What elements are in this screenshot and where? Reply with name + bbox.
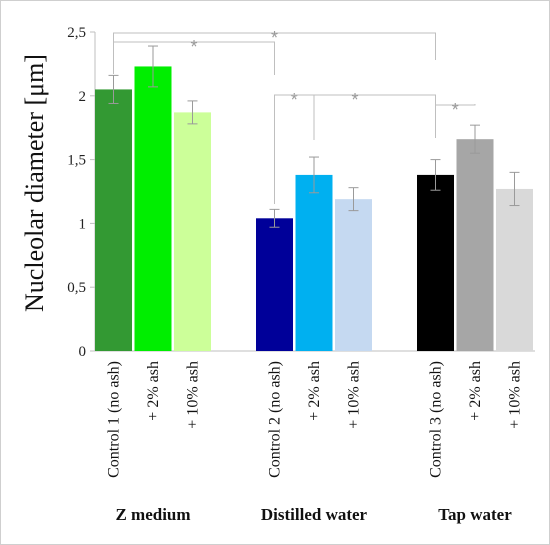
bar bbox=[456, 139, 494, 351]
y-tick-label: 0,5 bbox=[67, 280, 86, 296]
bar bbox=[95, 89, 132, 352]
bars bbox=[95, 66, 533, 352]
error-bars bbox=[108, 45, 520, 228]
group-label: Z medium bbox=[115, 505, 190, 524]
y-tick-label: 0 bbox=[79, 344, 87, 360]
category-label: Control 1 (no ash) bbox=[106, 361, 123, 478]
y-axis-label: Nucleolar diameter [μm] bbox=[20, 54, 49, 312]
bar bbox=[496, 188, 533, 351]
bar bbox=[335, 199, 372, 351]
category-labels: Control 1 (no ash) + 2% ash + 10% ash Contr… bbox=[106, 361, 524, 478]
group-labels: Z medium Distilled water Tap water bbox=[115, 505, 512, 524]
bar bbox=[417, 174, 454, 351]
category-label: + 2% ash bbox=[306, 361, 323, 421]
y-tick-label: 1,5 bbox=[67, 153, 86, 169]
significance-star: * bbox=[190, 37, 197, 57]
bar bbox=[295, 174, 333, 351]
group-label: Distilled water bbox=[261, 505, 368, 524]
category-label: + 2% ash bbox=[467, 361, 484, 421]
bar bbox=[134, 66, 172, 352]
category-label: + 10% ash bbox=[507, 361, 524, 429]
significance-bracket bbox=[435, 98, 476, 106]
group-label: Tap water bbox=[438, 505, 512, 524]
significance-bracket bbox=[274, 94, 436, 138]
category-label: + 10% ash bbox=[185, 361, 202, 429]
bar bbox=[174, 112, 211, 351]
significance-star: * bbox=[271, 28, 278, 48]
category-label: Control 3 (no ash) bbox=[428, 361, 445, 478]
category-label: Control 2 (no ash) bbox=[267, 361, 284, 478]
significance-star: * bbox=[452, 100, 459, 120]
y-tick-label: 1 bbox=[79, 216, 87, 232]
y-tick-label: 2,5 bbox=[67, 25, 86, 41]
significance-bracket bbox=[113, 32, 436, 74]
bar bbox=[256, 218, 293, 351]
category-label: + 10% ash bbox=[346, 361, 363, 429]
y-tick-label: 2 bbox=[79, 89, 87, 105]
category-label: + 2% ash bbox=[145, 361, 162, 421]
significance-star: * bbox=[351, 90, 358, 110]
significance-star: * bbox=[291, 90, 298, 110]
significance-brackets: * * * * * bbox=[113, 28, 476, 204]
